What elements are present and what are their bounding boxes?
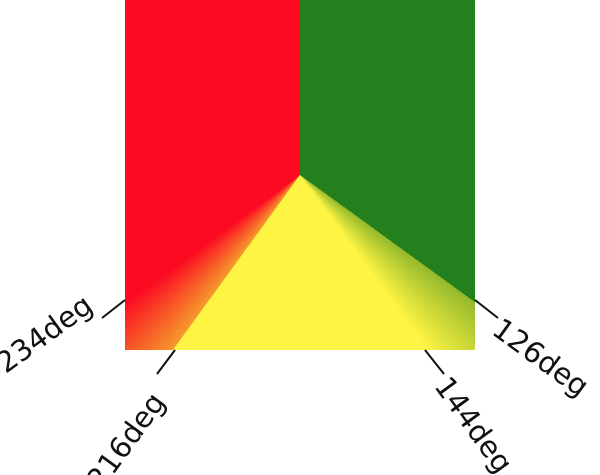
leader-line-234 bbox=[101, 299, 126, 319]
leader-line-144 bbox=[424, 349, 445, 375]
leader-line-216 bbox=[156, 349, 176, 375]
leader-line-126 bbox=[474, 299, 499, 319]
conic-gradient-square bbox=[125, 0, 475, 350]
